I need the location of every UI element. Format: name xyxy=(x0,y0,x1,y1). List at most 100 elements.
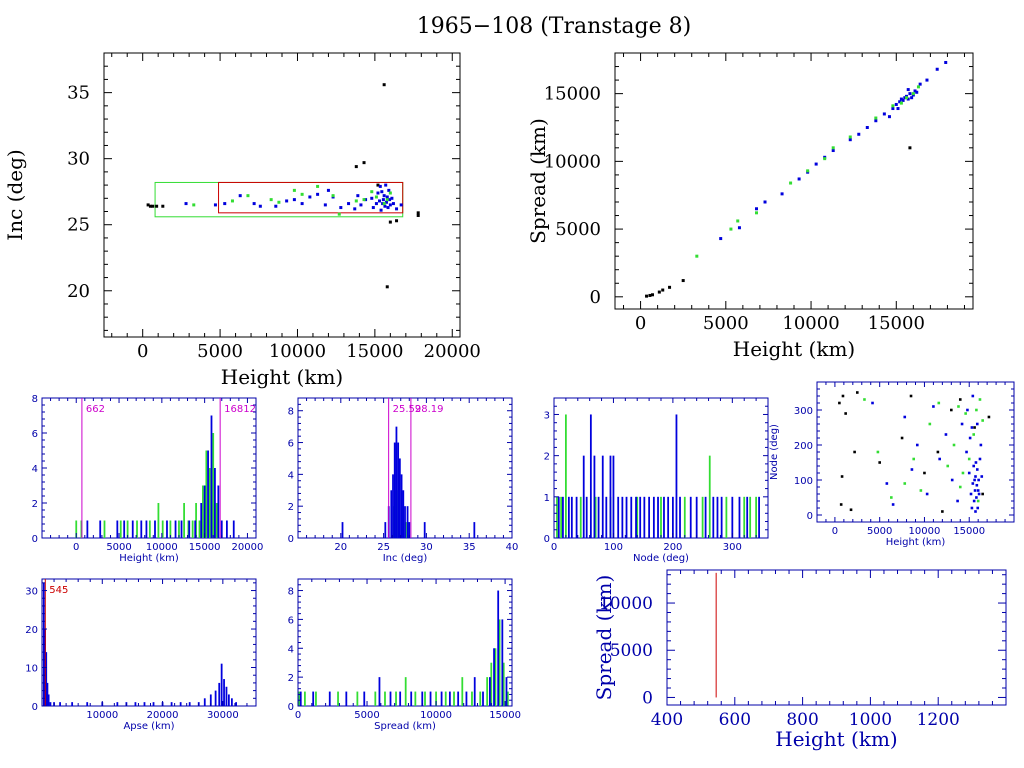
y-tick-label: 0 xyxy=(807,511,813,522)
data-point-green xyxy=(374,195,378,199)
data-point-green xyxy=(890,496,893,499)
x-tick-label: 15000 xyxy=(868,313,925,334)
data-point-green xyxy=(388,191,392,195)
data-point-blue xyxy=(906,97,910,101)
range-box-red xyxy=(218,181,404,214)
data-point-green xyxy=(964,412,967,415)
histogram-bar-blue xyxy=(180,520,183,538)
data-point-green xyxy=(891,104,895,108)
histogram-bar-blue xyxy=(448,691,451,706)
data-point-green xyxy=(975,408,978,412)
histogram-bar-blue xyxy=(605,496,608,538)
histogram-bar-blue xyxy=(345,691,348,706)
histogram-bar-blue xyxy=(49,702,52,706)
x-tick-label: 5000 xyxy=(197,341,243,362)
data-point-blue xyxy=(908,92,912,96)
histogram-bar-green xyxy=(80,520,83,538)
data-point-black xyxy=(878,461,881,464)
data-point-green xyxy=(736,219,740,223)
data-point-blue xyxy=(356,194,360,198)
histogram-bar-blue xyxy=(589,414,592,538)
data-point-black xyxy=(416,213,420,217)
data-point-blue xyxy=(797,177,801,181)
data-point-blue xyxy=(380,190,384,194)
histogram-bar-blue xyxy=(384,522,387,538)
data-point-green xyxy=(912,457,916,461)
data-point-blue xyxy=(891,503,895,506)
x-tick-label: 5000 xyxy=(354,710,379,721)
data-point-blue xyxy=(370,196,374,200)
histogram-bar-blue xyxy=(392,474,394,538)
histogram-bar-green xyxy=(356,691,359,706)
histogram-bar-green xyxy=(315,691,317,706)
x-tick-label: 5000 xyxy=(703,313,749,334)
histogram-bar-blue xyxy=(220,663,223,706)
histogram-bar-blue xyxy=(174,520,177,538)
data-point-black xyxy=(900,436,904,440)
data-point-black xyxy=(839,503,843,506)
y-tick-label: 5000 xyxy=(610,641,653,661)
data-point-green xyxy=(277,200,281,204)
histogram-bar-green xyxy=(103,520,106,538)
histogram-bar-green xyxy=(701,496,704,538)
x-tick-label: 15000 xyxy=(489,710,521,721)
histogram-bar-green xyxy=(743,496,746,538)
histogram-bar-green xyxy=(157,503,160,538)
histogram-bar-green xyxy=(304,691,306,706)
data-point-blue xyxy=(385,195,389,199)
data-point-blue xyxy=(274,204,278,208)
histogram-bar-green xyxy=(126,520,129,538)
data-point-blue xyxy=(885,482,889,485)
data-point-blue xyxy=(378,184,382,188)
x-tick-label: 10000 xyxy=(909,526,941,537)
histogram-bar-blue xyxy=(597,496,600,538)
data-point-blue xyxy=(323,203,327,207)
data-point-blue xyxy=(944,433,948,436)
x-tick-label: 10000 xyxy=(146,542,178,553)
data-point-blue xyxy=(974,461,978,464)
y-tick-label: 8 xyxy=(288,587,294,598)
data-point-blue xyxy=(956,499,959,503)
histogram-bar-blue xyxy=(207,450,209,538)
y-tick-label: 200 xyxy=(794,441,813,452)
data-point-green xyxy=(976,499,980,503)
x-tick-label: 20 xyxy=(334,542,347,553)
histogram-bar-blue xyxy=(582,455,585,538)
data-point-blue xyxy=(285,199,289,203)
data-point-blue xyxy=(976,489,980,492)
data-point-blue xyxy=(971,394,975,398)
data-point-black xyxy=(950,408,953,412)
data-point-black xyxy=(981,492,984,496)
histogram-bar-blue xyxy=(214,468,216,538)
histogram-bar-blue xyxy=(225,686,228,706)
data-point-blue xyxy=(910,468,914,471)
data-point-blue xyxy=(737,226,741,230)
data-point-black xyxy=(958,398,962,401)
data-point-blue xyxy=(968,436,972,440)
marker-label: 662 xyxy=(86,404,105,415)
y-tick-label: 2 xyxy=(288,502,294,513)
histogram-bar-blue xyxy=(46,682,49,706)
data-point-green xyxy=(382,202,386,206)
data-point-green xyxy=(192,203,196,207)
histogram-bar-blue xyxy=(217,485,220,538)
histogram-bar-blue xyxy=(423,522,426,538)
data-point-blue xyxy=(308,195,312,199)
histogram-bar-blue xyxy=(695,496,698,538)
histogram-bar-green xyxy=(424,691,426,706)
x-tick-label: 15000 xyxy=(346,341,403,362)
y-tick-label: 20 xyxy=(67,281,90,302)
histogram-bar-green xyxy=(384,691,386,706)
x-tick-label: 300 xyxy=(723,542,742,553)
data-point-blue xyxy=(960,422,964,426)
histogram-bar-green xyxy=(395,691,397,706)
plot-frame xyxy=(816,381,1015,523)
data-point-blue xyxy=(383,204,387,208)
histogram-bar-green xyxy=(148,520,151,538)
histogram-bar-green xyxy=(579,496,582,538)
y-tick-label: 30 xyxy=(67,149,90,170)
histogram-bar-blue xyxy=(689,496,692,538)
histogram-bar-green xyxy=(444,691,447,706)
data-point-green xyxy=(919,489,923,492)
